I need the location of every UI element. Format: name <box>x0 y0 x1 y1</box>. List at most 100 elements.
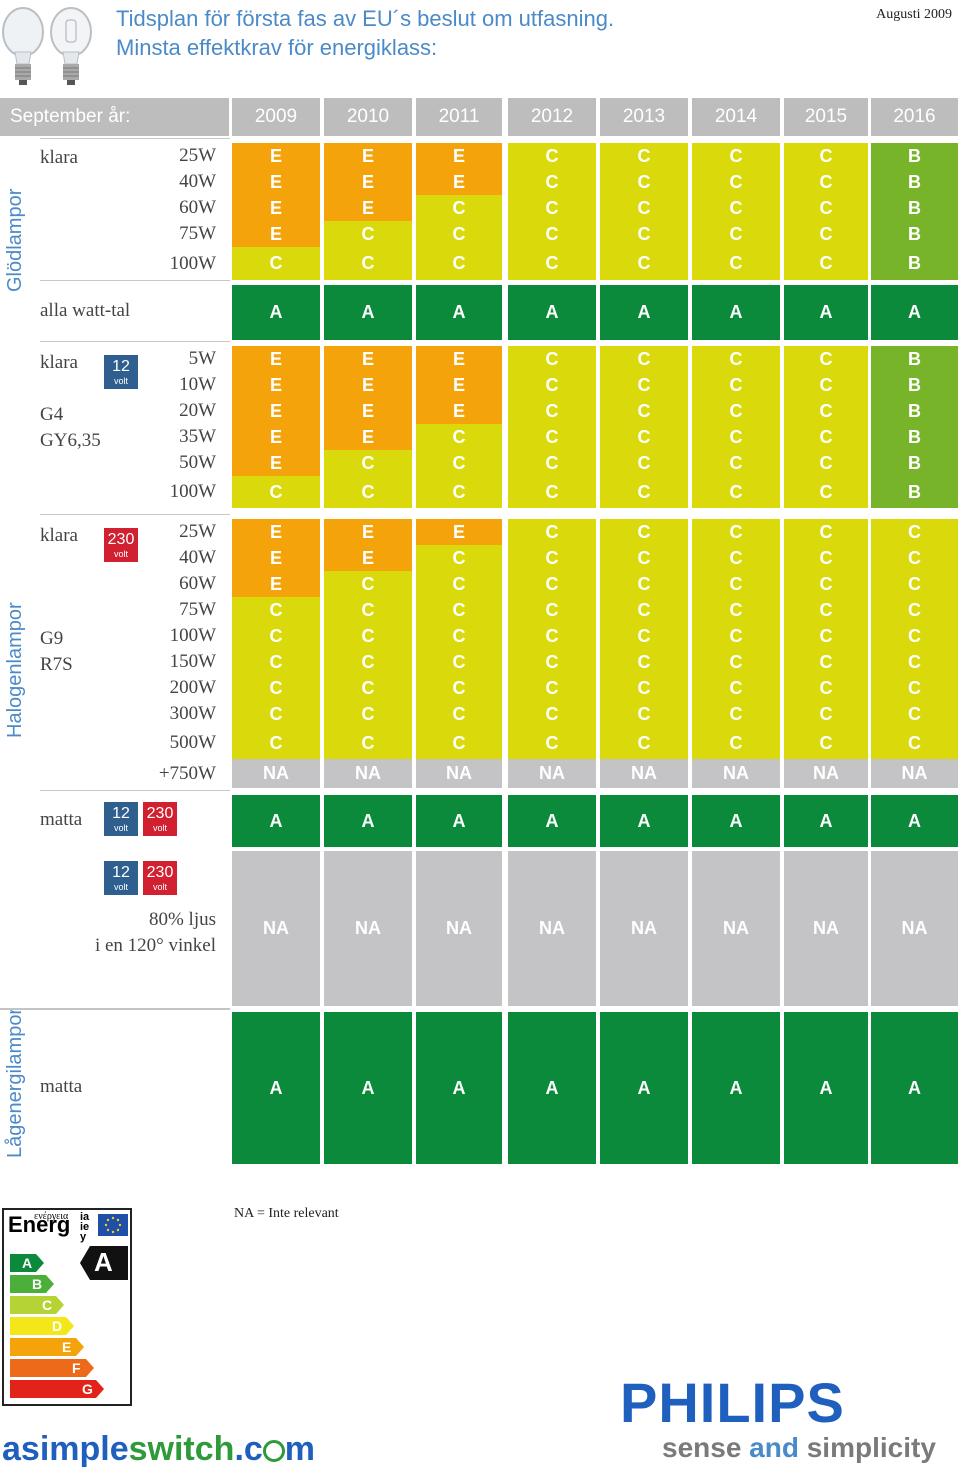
asimpleswitch-logo[interactable]: asimpleswitch.c m <box>2 1430 316 1468</box>
class-cell: C <box>232 675 320 701</box>
class-cell: E <box>416 169 502 195</box>
energy-class-arrow-B: B <box>10 1275 54 1293</box>
class-cell: NA <box>692 851 780 1006</box>
class-cell: A <box>508 1012 596 1164</box>
class-cell: E <box>416 143 502 169</box>
class-cell: C <box>324 221 412 247</box>
class-cell: C <box>416 727 502 759</box>
watt-label: 60W <box>179 573 216 594</box>
class-cell: C <box>692 519 780 545</box>
watt-label: 40W <box>179 547 216 568</box>
class-cell: C <box>508 545 596 571</box>
year-2009: 2009 <box>232 98 320 136</box>
watt-label: 10W <box>179 374 216 395</box>
class-cell: C <box>692 398 780 424</box>
year-2012: 2012 <box>508 98 596 136</box>
section-title-halogenlampor: Halogenlampor <box>4 602 26 738</box>
class-cell: C <box>416 649 502 675</box>
class-cell: E <box>324 398 412 424</box>
class-cell: C <box>784 221 868 247</box>
class-cell: E <box>324 143 412 169</box>
class-cell: C <box>784 623 868 649</box>
label-klara-1: klara <box>40 147 78 168</box>
class-cell: C <box>232 623 320 649</box>
section-title-gloedlampor: Glödlampor <box>4 188 26 292</box>
rating-arrow: A <box>80 1246 128 1280</box>
class-cell: C <box>508 450 596 476</box>
class-cell: A <box>324 795 412 847</box>
class-cell: NA <box>692 759 780 788</box>
eu-flag-icon <box>98 1214 128 1236</box>
class-cell: C <box>600 476 688 508</box>
class-cell: E <box>232 221 320 247</box>
class-cell: C <box>692 649 780 675</box>
class-cell: E <box>416 372 502 398</box>
class-cell: C <box>692 675 780 701</box>
class-cell: E <box>324 195 412 221</box>
class-cell: C <box>416 675 502 701</box>
class-cell: C <box>600 727 688 759</box>
class-cell: C <box>871 597 958 623</box>
class-cell: NA <box>784 759 868 788</box>
class-cell: NA <box>416 759 502 788</box>
class-cell: NA <box>324 851 412 1006</box>
class-cell: A <box>232 285 320 340</box>
label-beam-line2: i en 120° vinkel <box>94 935 216 956</box>
class-cell: NA <box>871 851 958 1006</box>
class-cell: C <box>508 346 596 372</box>
class-cell: E <box>324 169 412 195</box>
class-cell: C <box>871 571 958 597</box>
class-cell: A <box>232 795 320 847</box>
watt-label: 20W <box>179 400 216 421</box>
class-cell: C <box>692 727 780 759</box>
class-cell: C <box>784 195 868 221</box>
class-cell: C <box>416 195 502 221</box>
class-cell: C <box>600 649 688 675</box>
class-cell: C <box>692 571 780 597</box>
class-cell: C <box>508 143 596 169</box>
class-cell: C <box>324 649 412 675</box>
class-cell: C <box>692 597 780 623</box>
year-2011: 2011 <box>416 98 502 136</box>
watt-label: 300W <box>169 703 216 724</box>
class-cell: E <box>232 398 320 424</box>
class-cell: C <box>692 450 780 476</box>
class-cell: NA <box>232 759 320 788</box>
label-beam-line1: 80% ljus <box>148 909 216 930</box>
watt-label: +750W <box>158 762 216 784</box>
class-cell: C <box>600 675 688 701</box>
class-cell: NA <box>232 851 320 1006</box>
watt-label: 25W <box>179 521 216 542</box>
class-cell: C <box>508 221 596 247</box>
class-cell: B <box>871 476 958 508</box>
class-cell: NA <box>508 759 596 788</box>
class-cell: C <box>784 143 868 169</box>
class-cell: C <box>871 649 958 675</box>
class-cell: E <box>232 519 320 545</box>
year-2016: 2016 <box>871 98 958 136</box>
class-cell: C <box>600 221 688 247</box>
class-cell: C <box>508 372 596 398</box>
voltage-12v-badge: 12 volt <box>104 802 138 836</box>
class-cell: C <box>600 424 688 450</box>
label-matta-2: matta <box>40 1076 83 1097</box>
class-cell: A <box>692 795 780 847</box>
class-cell: C <box>508 571 596 597</box>
class-cell: C <box>232 597 320 623</box>
class-cell: C <box>784 675 868 701</box>
class-cell: A <box>871 1012 958 1164</box>
class-cell: C <box>324 623 412 649</box>
philips-tagline: sense and simplicity <box>662 1432 936 1463</box>
class-cell: C <box>508 398 596 424</box>
class-cell: C <box>508 675 596 701</box>
class-cell: E <box>232 169 320 195</box>
row-separator <box>40 514 230 515</box>
class-cell: C <box>508 597 596 623</box>
class-cell: E <box>232 571 320 597</box>
label-beam: 80% ljus i en 120° vinkel <box>60 907 216 959</box>
row-separator <box>40 280 230 281</box>
voltage-230v-badge: 230 volt <box>104 528 138 562</box>
class-cell: A <box>871 795 958 847</box>
halogen-bulb-icon <box>48 4 94 88</box>
class-cell: NA <box>600 851 688 1006</box>
